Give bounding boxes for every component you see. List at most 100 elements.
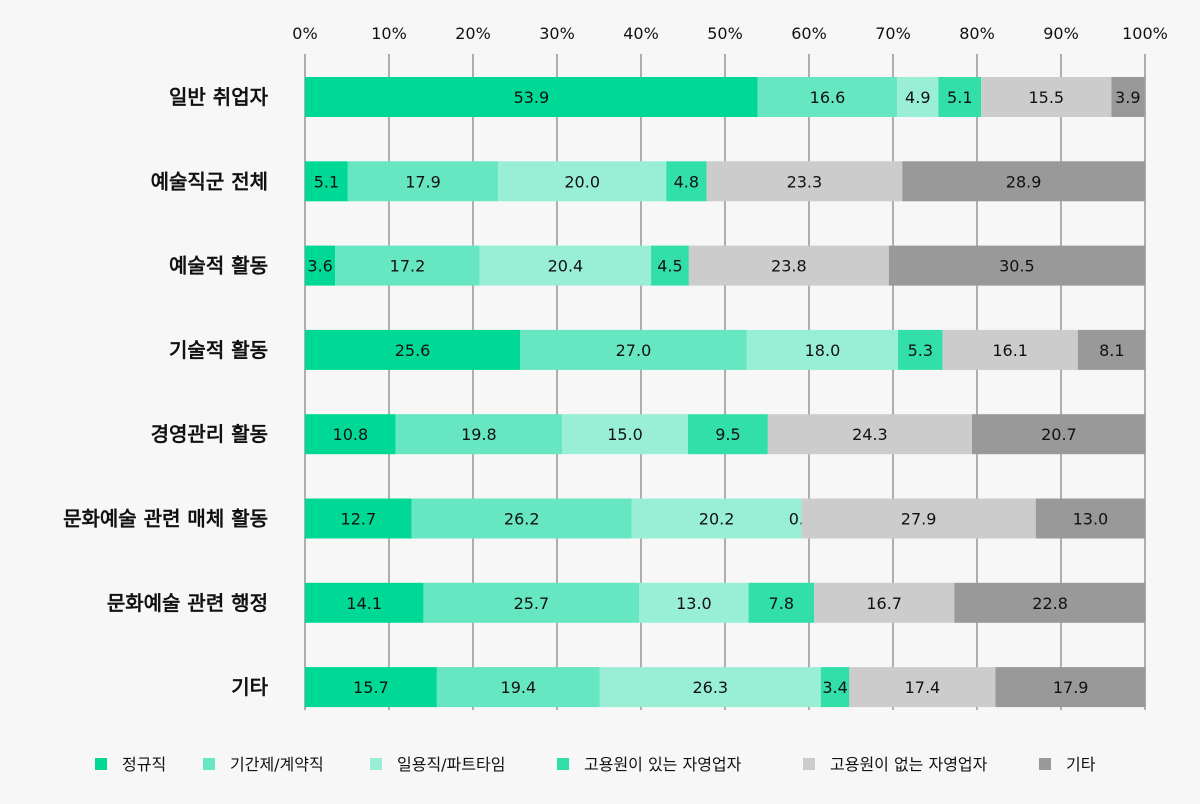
bar-segment bbox=[666, 161, 707, 202]
data-label: 19.8 bbox=[461, 425, 497, 444]
legend-swatch bbox=[1039, 758, 1051, 770]
data-label: 15.5 bbox=[1028, 88, 1064, 107]
data-label: 15.7 bbox=[353, 678, 389, 697]
x-axis-ticks: 0% 10% 20% 30% 40% 50% 60% 70% 80% 90% 100% bbox=[292, 24, 1168, 43]
data-label: 5.3 bbox=[908, 341, 933, 360]
bar-segment bbox=[305, 582, 424, 623]
legend-label: 고용원이 있는 자영업자 bbox=[584, 755, 742, 774]
data-label: 20.4 bbox=[548, 257, 584, 276]
data-label: 27.9 bbox=[901, 510, 937, 529]
data-label: 13.0 bbox=[676, 594, 712, 613]
x-tick-label: 80% bbox=[959, 24, 995, 43]
data-label: 16.7 bbox=[866, 594, 902, 613]
category-label: 예술적 활동 bbox=[169, 254, 268, 278]
legend-label: 일용직/파트타임 bbox=[397, 755, 505, 774]
data-label: 3.6 bbox=[307, 257, 332, 276]
x-tick-label: 60% bbox=[791, 24, 827, 43]
bar-segment bbox=[902, 161, 1145, 202]
bar-segment bbox=[562, 414, 689, 455]
data-label: 15.0 bbox=[607, 425, 643, 444]
x-tick-label: 50% bbox=[707, 24, 743, 43]
legend-swatch bbox=[203, 758, 215, 770]
category-label: 기타 bbox=[231, 675, 268, 699]
bar-segment bbox=[706, 161, 903, 202]
data-label: 25.7 bbox=[514, 594, 550, 613]
legend-swatch bbox=[95, 758, 107, 770]
category-label: 일반 취업자 bbox=[169, 85, 269, 109]
data-label: 4.5 bbox=[657, 257, 682, 276]
category-label: 기술적 활동 bbox=[169, 338, 268, 362]
legend-label: 정규직 bbox=[122, 755, 166, 774]
data-label: 16.6 bbox=[810, 88, 846, 107]
bar-segment bbox=[305, 414, 396, 455]
data-label: 17.9 bbox=[1053, 678, 1089, 697]
data-label: 3.4 bbox=[822, 678, 847, 697]
x-tick-label: 40% bbox=[623, 24, 659, 43]
legend-label: 기타 bbox=[1066, 755, 1096, 774]
bar-segment bbox=[820, 667, 850, 708]
data-label: 17.9 bbox=[405, 172, 441, 191]
data-label: 20.0 bbox=[564, 172, 600, 191]
bar-segment bbox=[897, 77, 939, 117]
data-label: 53.9 bbox=[514, 88, 550, 107]
bars: 53.9 16.6 4.9 5.1 15.5 3.9 5.1 17.9 20.0 4.8 23.3 2… bbox=[305, 77, 1146, 708]
data-label: 23.3 bbox=[787, 172, 823, 191]
bar-segment bbox=[888, 245, 1145, 286]
data-label: 14.1 bbox=[346, 594, 382, 613]
x-tick-label: 0% bbox=[292, 24, 317, 43]
bar-segment bbox=[849, 667, 996, 708]
data-label: 23.8 bbox=[771, 257, 807, 276]
bar-segment bbox=[498, 161, 667, 202]
bar-segment bbox=[436, 667, 600, 708]
data-label: 18.0 bbox=[805, 341, 841, 360]
data-label: 3.9 bbox=[1115, 88, 1140, 107]
category-label: 문화예술 관련 매체 활동 bbox=[63, 507, 268, 531]
x-tick-label: 100% bbox=[1122, 24, 1168, 43]
data-label: 17.2 bbox=[390, 257, 426, 276]
bar-segment bbox=[347, 161, 499, 202]
bar-segment bbox=[520, 329, 747, 370]
data-label: 24.3 bbox=[852, 425, 888, 444]
bar-segment bbox=[981, 77, 1112, 117]
bar-segment bbox=[335, 245, 480, 286]
category-label: 경영관리 활동 bbox=[151, 422, 268, 446]
bar-segment bbox=[305, 667, 437, 708]
x-tick-label: 20% bbox=[455, 24, 491, 43]
data-label: 4.9 bbox=[905, 88, 930, 107]
x-tick-label: 30% bbox=[539, 24, 575, 43]
x-tick-label: 10% bbox=[371, 24, 407, 43]
bar-segment bbox=[971, 414, 1146, 455]
legend: 정규직 기간제/계약직 일용직/파트타임 고용원이 있는 자영업자 고용원이 없는 자영… bbox=[95, 755, 1096, 774]
legend-swatch bbox=[370, 758, 382, 770]
bar-segment bbox=[938, 77, 982, 117]
data-label: 9.5 bbox=[715, 425, 740, 444]
bar-segment bbox=[942, 329, 1078, 370]
data-label: 16.1 bbox=[992, 341, 1028, 360]
data-label: 26.2 bbox=[504, 510, 540, 529]
data-label: 7.8 bbox=[769, 594, 794, 613]
data-label: 13.0 bbox=[1073, 510, 1109, 529]
bar-segment bbox=[801, 498, 1036, 539]
data-label: 8.1 bbox=[1099, 341, 1124, 360]
x-tick-label: 70% bbox=[875, 24, 911, 43]
bar-segment bbox=[479, 245, 652, 286]
data-label: 10.8 bbox=[333, 425, 369, 444]
bar-segment bbox=[688, 245, 889, 286]
bar-segment bbox=[599, 667, 821, 708]
bar-segment bbox=[1111, 77, 1145, 117]
bar-segment bbox=[651, 245, 689, 286]
data-label: 4.8 bbox=[674, 172, 699, 191]
data-label: 12.7 bbox=[341, 510, 377, 529]
data-label: 25.6 bbox=[395, 341, 431, 360]
data-label: 17.4 bbox=[905, 678, 941, 697]
bar-segment bbox=[995, 667, 1146, 708]
data-label: 20.7 bbox=[1041, 425, 1077, 444]
data-label: 5.1 bbox=[947, 88, 972, 107]
bar-segment bbox=[748, 582, 815, 623]
bar-segment bbox=[757, 77, 898, 117]
bar-segment bbox=[639, 582, 749, 623]
category-label: 예술직군 전체 bbox=[151, 169, 268, 193]
bar-segment bbox=[1077, 329, 1146, 370]
bar-segment bbox=[305, 77, 758, 117]
